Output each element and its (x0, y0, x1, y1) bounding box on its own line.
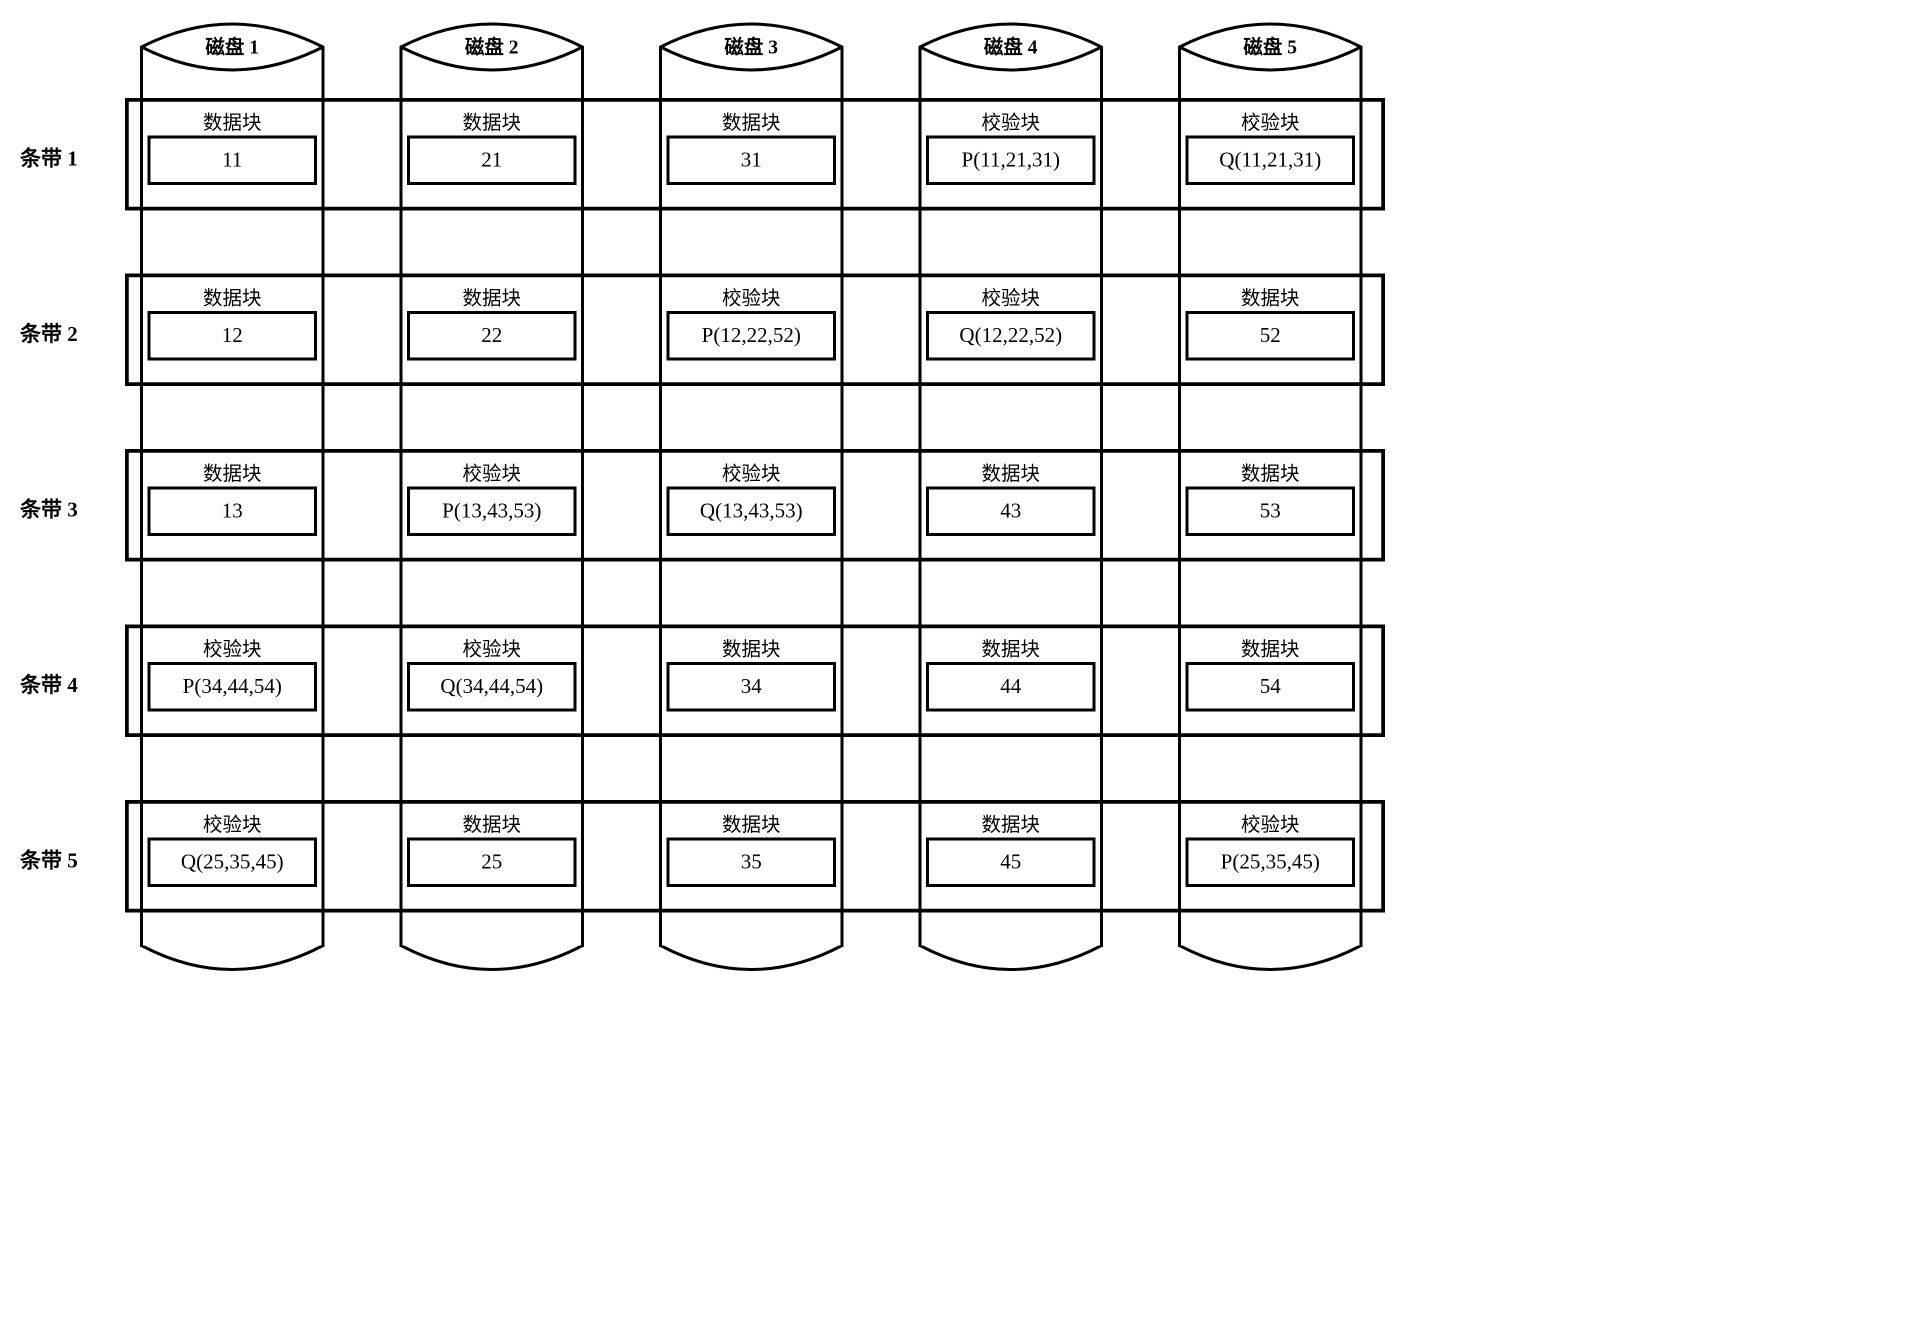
block-value: Q(12,22,52) (926, 311, 1096, 361)
parity-block-cell: 校验块P(12,22,52) (667, 289, 837, 361)
disk-header-3: 磁盘 3 (659, 20, 844, 74)
block-value: 53 (1186, 487, 1356, 537)
block-value: Q(13,43,53) (667, 487, 837, 537)
parity-block-cell: 校验块 P(25,35,45) (1186, 815, 1356, 887)
data-block-cell: 数据块 43 (926, 464, 1096, 536)
disk-bottom-4 (919, 946, 1104, 976)
block-type-label: 数据块 (667, 815, 837, 835)
stripe-label-4: 条带 4 (20, 669, 118, 699)
data-block-cell: 数据块 53 (1186, 464, 1356, 536)
block-value: 43 (926, 487, 1096, 537)
parity-block-cell: 校验块 Q(25,35,45) (148, 815, 318, 887)
parity-block-cell: 校验块 Q(11,21,31) (1186, 113, 1356, 185)
data-block-cell: 数据块 45 (926, 815, 1096, 887)
block-type-label: 数据块 (1186, 640, 1356, 660)
data-block-cell: 数据块 25 (407, 815, 577, 887)
stripe-label-5: 条带 5 (20, 844, 118, 874)
block-value: Q(11,21,31) (1186, 136, 1356, 186)
raid-diagram: 磁盘 1 磁盘 2 磁盘 3 磁盘 4 磁盘 5 条带 1 数据块 11 数据块 21 数据块 31 校… (20, 20, 1462, 978)
block-type-label: 校验块 (667, 289, 837, 309)
disk-bottom-1 (140, 946, 325, 976)
disk-header-5: 磁盘 5 (1178, 20, 1363, 74)
block-value: P(13,43,53) (407, 487, 577, 537)
block-value: P(25,35,45) (1186, 838, 1356, 888)
data-block-cell: 数据块22 (407, 289, 577, 361)
parity-block-cell: 校验块Q(34,44,54) (407, 640, 577, 712)
block-type-label: 校验块 (148, 815, 318, 835)
disk-header-label: 磁盘 3 (659, 32, 844, 60)
block-type-label: 数据块 (148, 464, 318, 484)
data-block-cell: 数据块 13 (148, 464, 318, 536)
block-value: P(11,21,31) (926, 136, 1096, 186)
block-value: 22 (407, 311, 577, 361)
block-value: 25 (407, 838, 577, 888)
block-type-label: 校验块 (148, 640, 318, 660)
data-block-cell: 数据块44 (926, 640, 1096, 712)
block-type-label: 数据块 (926, 815, 1096, 835)
block-type-label: 数据块 (667, 640, 837, 660)
block-value: 44 (926, 662, 1096, 712)
disk-header-label: 磁盘 1 (140, 32, 325, 60)
block-type-label: 数据块 (148, 289, 318, 309)
block-value: 21 (407, 136, 577, 186)
block-value: 13 (148, 487, 318, 537)
parity-block-cell: 校验块 P(13,43,53) (407, 464, 577, 536)
disk-bottom-5 (1178, 946, 1363, 976)
disk-bottom-2 (400, 946, 585, 976)
data-block-cell: 数据块12 (148, 289, 318, 361)
data-block-cell: 数据块 31 (667, 113, 837, 185)
block-value: 34 (667, 662, 837, 712)
data-block-cell: 数据块34 (667, 640, 837, 712)
block-type-label: 校验块 (1186, 113, 1356, 133)
block-value: P(34,44,54) (148, 662, 318, 712)
block-type-label: 校验块 (667, 464, 837, 484)
block-type-label: 校验块 (407, 464, 577, 484)
block-type-label: 校验块 (926, 113, 1096, 133)
parity-block-cell: 校验块 Q(13,43,53) (667, 464, 837, 536)
parity-block-cell: 校验块 P(11,21,31) (926, 113, 1096, 185)
disk-header-4: 磁盘 4 (919, 20, 1104, 74)
block-value: 35 (667, 838, 837, 888)
disk-header-label: 磁盘 4 (919, 32, 1104, 60)
data-block-cell: 数据块 21 (407, 113, 577, 185)
block-value: 45 (926, 838, 1096, 888)
disk-header-2: 磁盘 2 (400, 20, 585, 74)
disk-header-1: 磁盘 1 (140, 20, 325, 74)
stripe-label-1: 条带 1 (20, 142, 118, 172)
block-type-label: 数据块 (926, 464, 1096, 484)
data-block-cell: 数据块 35 (667, 815, 837, 887)
data-block-cell: 数据块52 (1186, 289, 1356, 361)
block-type-label: 数据块 (667, 113, 837, 133)
block-type-label: 校验块 (1186, 815, 1356, 835)
block-value: Q(34,44,54) (407, 662, 577, 712)
disk-header-label: 磁盘 2 (400, 32, 585, 60)
disk-bottom-3 (659, 946, 844, 976)
block-type-label: 数据块 (148, 113, 318, 133)
block-type-label: 数据块 (407, 289, 577, 309)
block-type-label: 数据块 (1186, 464, 1356, 484)
stripe-label-2: 条带 2 (20, 318, 118, 348)
block-type-label: 数据块 (1186, 289, 1356, 309)
block-type-label: 数据块 (407, 113, 577, 133)
block-type-label: 校验块 (407, 640, 577, 660)
data-block-cell: 数据块54 (1186, 640, 1356, 712)
block-value: Q(25,35,45) (148, 838, 318, 888)
block-type-label: 校验块 (926, 289, 1096, 309)
block-value: P(12,22,52) (667, 311, 837, 361)
block-value: 54 (1186, 662, 1356, 712)
block-type-label: 数据块 (926, 640, 1096, 660)
block-type-label: 数据块 (407, 815, 577, 835)
block-value: 31 (667, 136, 837, 186)
disk-header-label: 磁盘 5 (1178, 32, 1363, 60)
parity-block-cell: 校验块Q(12,22,52) (926, 289, 1096, 361)
block-value: 11 (148, 136, 318, 186)
parity-block-cell: 校验块P(34,44,54) (148, 640, 318, 712)
block-value: 12 (148, 311, 318, 361)
stripe-label-3: 条带 3 (20, 493, 118, 523)
block-value: 52 (1186, 311, 1356, 361)
data-block-cell: 数据块 11 (148, 113, 318, 185)
